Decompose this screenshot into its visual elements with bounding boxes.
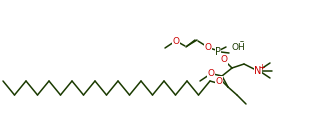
Text: O: O (221, 55, 228, 65)
Text: O: O (173, 37, 179, 45)
Text: O: O (215, 76, 223, 86)
Text: O: O (204, 42, 212, 52)
Text: =O: =O (231, 41, 245, 51)
Text: OH: OH (231, 42, 245, 52)
Text: O: O (207, 69, 214, 77)
Text: +: + (259, 62, 265, 71)
Text: P: P (215, 47, 221, 57)
Text: N: N (254, 66, 262, 76)
